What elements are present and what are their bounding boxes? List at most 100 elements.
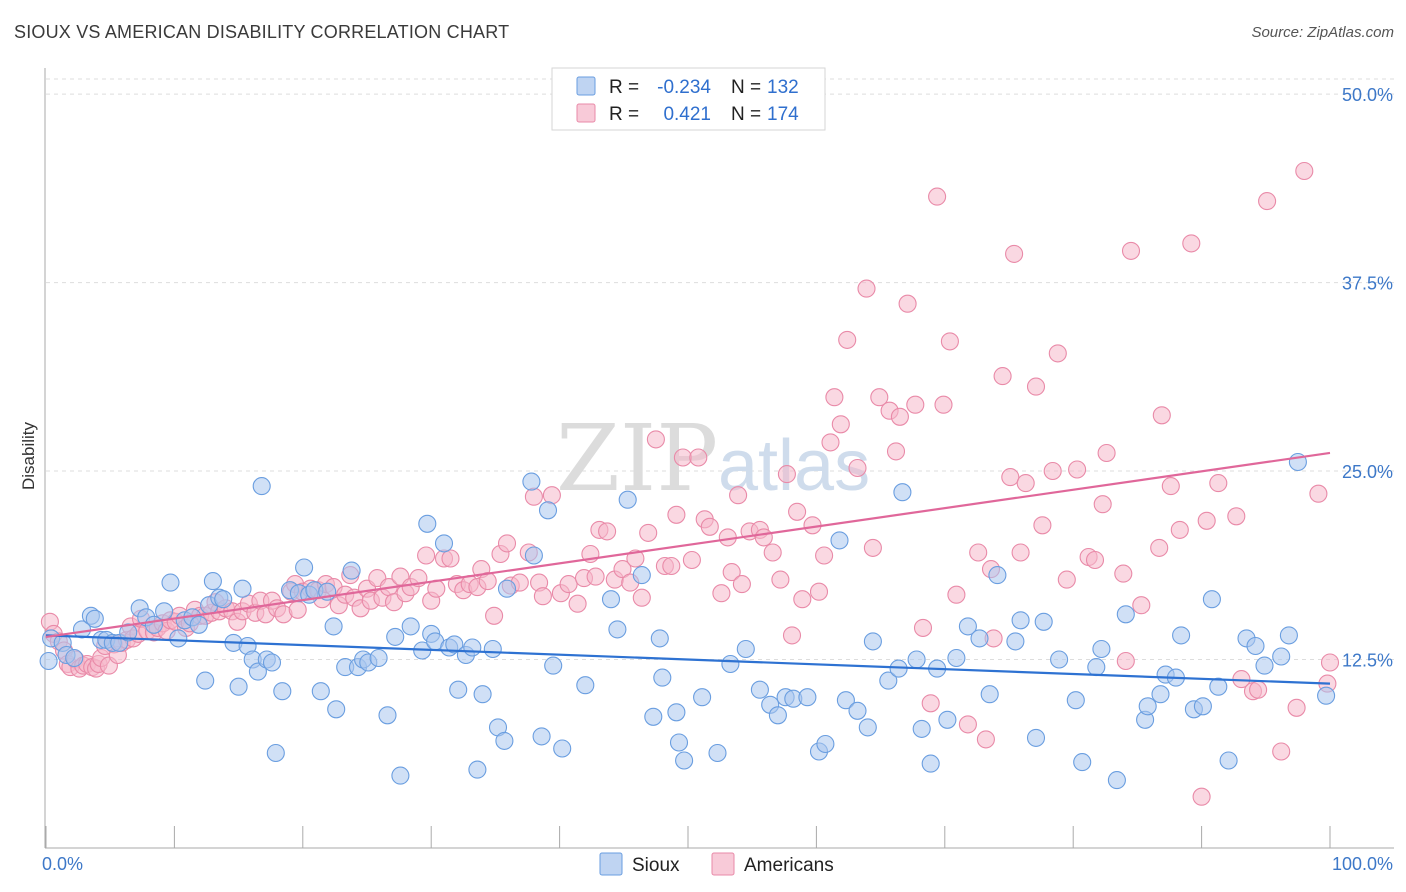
- americans-point-53: [288, 600, 307, 619]
- bottom-legend-americans: Americans: [744, 855, 834, 876]
- sioux-point-117: [970, 629, 989, 648]
- americans-point-194: [1295, 161, 1314, 181]
- y-tick-labels: 12.5% 25.0% 37.5% 50.0%: [1342, 85, 1393, 670]
- sioux-point-110: [907, 650, 926, 669]
- sioux-point-123: [1034, 612, 1053, 631]
- sioux-point-63: [445, 635, 464, 654]
- x-tick-label-0: 0.0%: [42, 854, 83, 874]
- americans-point-193: [1287, 698, 1306, 717]
- americans-point-151: [928, 187, 947, 206]
- sioux-point-78: [553, 739, 572, 758]
- americans-point-105: [613, 560, 632, 579]
- sioux-point-120: [1006, 632, 1025, 651]
- sioux-point-105: [858, 718, 877, 737]
- y-axis-label: Disability: [19, 421, 38, 490]
- sioux-point-92: [721, 654, 740, 674]
- sioux-point-90: [693, 688, 712, 707]
- sioux-point-22: [196, 671, 215, 690]
- americans-point-141: [857, 279, 876, 298]
- correlation-legend: R = -0.234 N = 132 R = 0.421 N = 174: [551, 67, 826, 131]
- sioux-point-118: [980, 685, 999, 704]
- americans-point-176: [1116, 651, 1135, 671]
- americans-point-101: [586, 567, 605, 586]
- sioux-point-128: [1092, 639, 1111, 659]
- americans-point-154: [947, 585, 966, 604]
- sioux-point-116: [958, 617, 977, 636]
- sioux-point-146: [1279, 626, 1298, 645]
- americans-point-156: [969, 543, 988, 562]
- americans-point-167: [1043, 461, 1062, 481]
- americans-point-109: [639, 523, 658, 542]
- x-tick-labels: 0.0% 100.0%: [42, 854, 1393, 874]
- americans-point-177: [1121, 241, 1141, 260]
- sioux-point-86: [653, 668, 672, 687]
- sioux-point-96: [768, 706, 787, 725]
- sioux-point-111: [912, 719, 931, 738]
- sioux-point-61: [434, 534, 454, 553]
- sioux-point-136: [1172, 626, 1191, 645]
- legend-swatch-americans: [576, 103, 596, 123]
- sioux-point-88: [669, 733, 689, 752]
- legend-americans-r-label: R =: [609, 104, 639, 125]
- americans-point-112: [662, 556, 681, 576]
- americans-point-187: [1227, 507, 1246, 526]
- americans-point-174: [1097, 443, 1116, 463]
- americans-point-121: [722, 563, 741, 582]
- americans-point-131: [788, 502, 807, 521]
- sioux-point-40: [295, 558, 314, 577]
- sioux-point-71: [495, 731, 514, 750]
- americans-point-146: [890, 407, 909, 426]
- sioux-point-80: [601, 590, 621, 609]
- americans-point-139: [838, 330, 857, 349]
- axes: [44, 68, 1394, 849]
- sioux-point-5: [72, 620, 92, 639]
- americans-point-97: [559, 575, 578, 594]
- americans-point-122: [729, 486, 748, 505]
- sioux-point-36: [266, 743, 285, 763]
- americans-point-94: [533, 587, 552, 606]
- americans-point-92: [524, 487, 543, 506]
- americans-point-147: [898, 294, 917, 313]
- sioux-point-130: [1116, 605, 1135, 624]
- sioux-point-18: [169, 629, 188, 648]
- bottom-legend-swatch-sioux: [599, 852, 623, 876]
- sioux-point-119: [988, 566, 1007, 585]
- americans-point-140: [848, 458, 867, 478]
- legend-americans-n-label: N =: [731, 104, 761, 125]
- americans-point-138: [831, 415, 850, 434]
- americans-point-135: [815, 546, 834, 565]
- americans-point-123: [732, 575, 751, 594]
- sioux-point-89: [675, 751, 694, 770]
- y-tick-label-3: 50.0%: [1342, 85, 1393, 105]
- americans-point-114: [673, 448, 692, 467]
- sioux-point-114: [938, 710, 957, 729]
- americans-point-192: [1272, 742, 1291, 761]
- sioux-point-69: [483, 639, 502, 659]
- sioux-point-141: [1219, 751, 1238, 770]
- sioux-point-76: [538, 501, 558, 520]
- sioux-point-33: [252, 477, 271, 496]
- chart-title: SIOUX VS AMERICAN DISABILITY CORRELATION…: [14, 22, 510, 42]
- sioux-point-68: [473, 685, 492, 704]
- sioux-point-127: [1087, 658, 1106, 677]
- sioux-point-115: [947, 648, 966, 668]
- americans-point-153: [940, 332, 959, 351]
- americans-point-145: [886, 442, 906, 461]
- americans-point-75: [417, 546, 436, 565]
- americans-point-79: [441, 549, 460, 568]
- sioux-point-93: [736, 639, 755, 659]
- sioux-point-139: [1202, 590, 1221, 609]
- americans-point-160: [993, 367, 1012, 386]
- sioux-point-21: [189, 615, 208, 634]
- americans-point-169: [1057, 570, 1076, 589]
- americans-point-165: [1026, 377, 1046, 396]
- sioux-point-84: [644, 707, 663, 726]
- americans-point-118: [700, 517, 719, 536]
- sioux-point-55: [391, 766, 410, 785]
- americans-point-183: [1182, 234, 1201, 253]
- sioux-point-106: [863, 632, 882, 651]
- americans-point-134: [809, 582, 829, 601]
- bottom-legend-swatch-americans: [711, 852, 735, 876]
- americans-point-166: [1033, 516, 1052, 535]
